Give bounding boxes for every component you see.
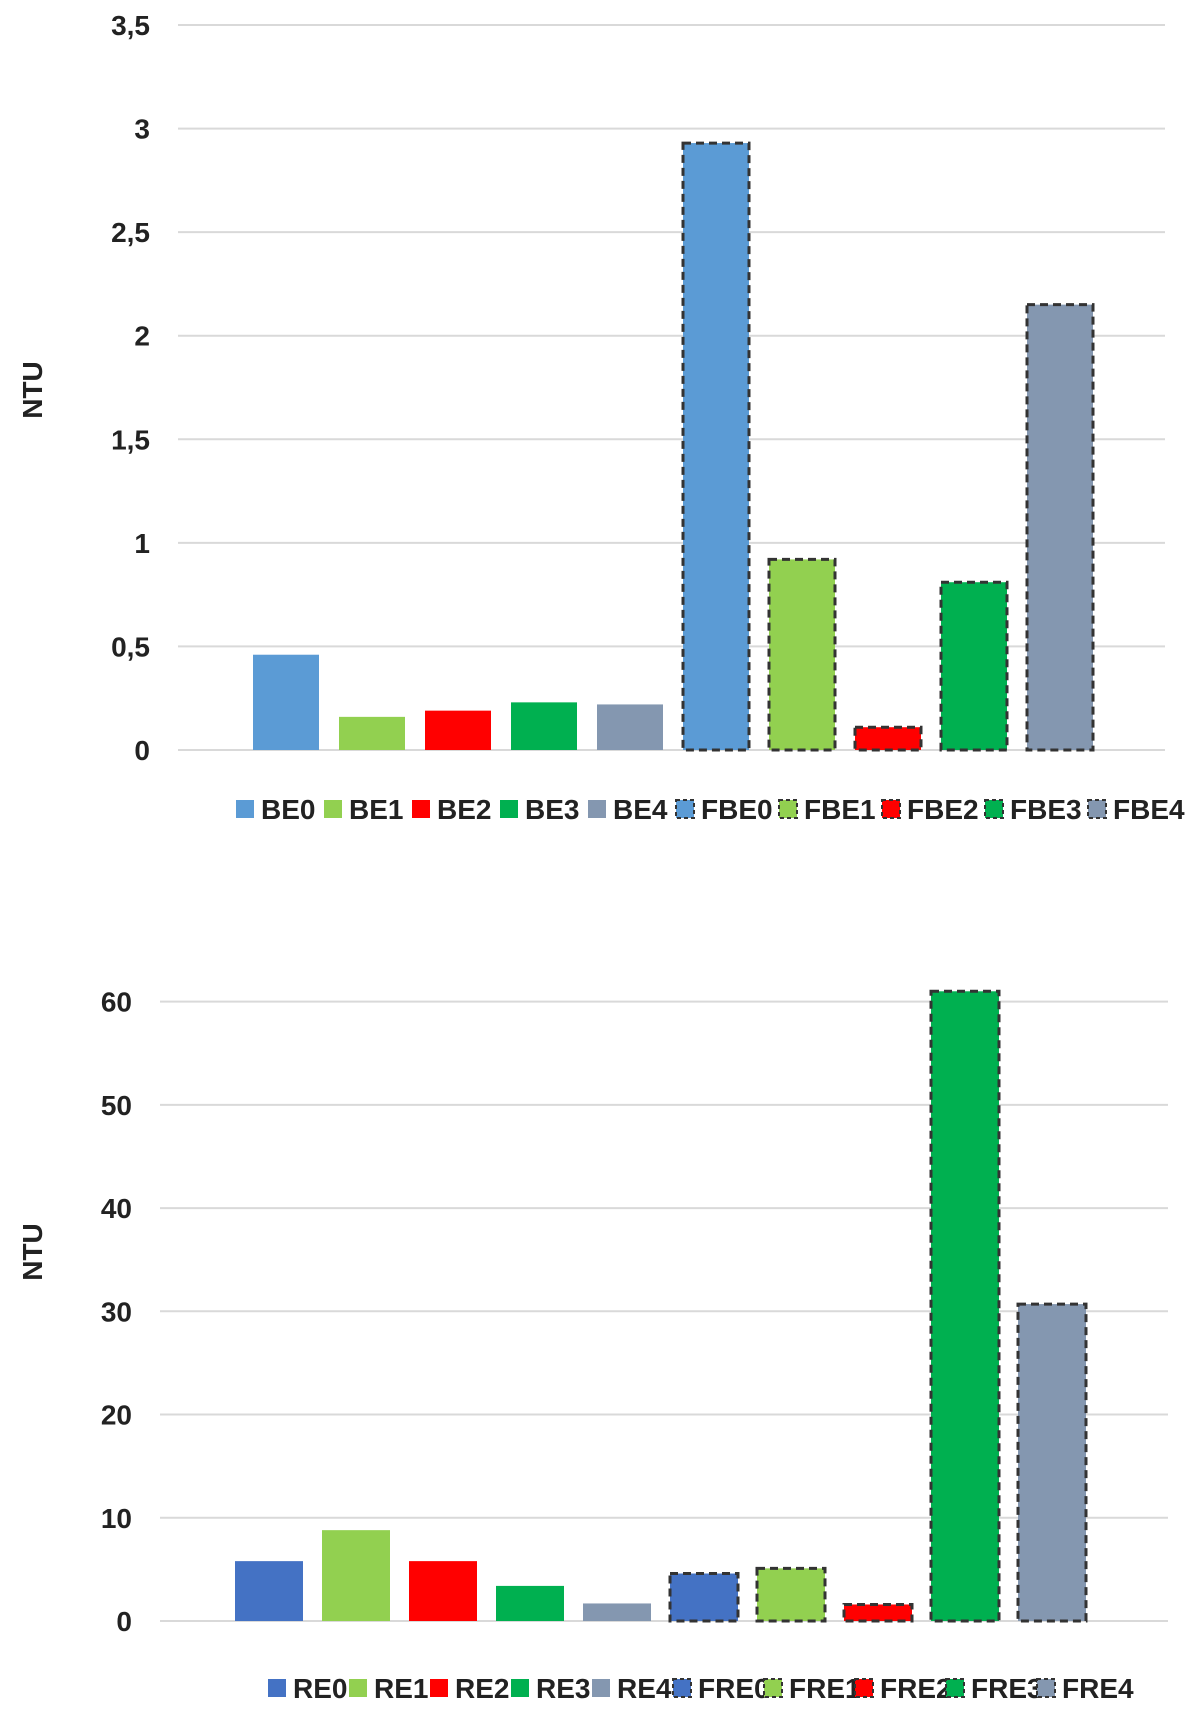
ntu-bar-chart-bottom: 0 10 20 30 40 50 60 NTU RE0 RE1 RE2 RE3 RE4 FRE0 FRE1 F… (0, 900, 1200, 1717)
bar-fbe1 (767, 557, 837, 752)
legend-label-be3: BE3 (525, 794, 579, 825)
ntu-bar-chart-top: 0 0,5 1 1,5 2 2,5 3 3,5 NTU BE0 BE1 BE2 BE3 BE4 FBE0 FB… (0, 0, 1200, 850)
legend-label-fre2: FRE2 (880, 1673, 952, 1704)
bar-fre2 (842, 1602, 914, 1623)
legend-label-be0: BE0 (261, 794, 315, 825)
y-tick-label: 40 (101, 1193, 132, 1224)
bar-be1 (339, 716, 405, 750)
y-tick-label: 0 (134, 735, 150, 766)
legend-swatch-fbe2 (881, 799, 901, 819)
legend-swatch-fbe0 (675, 799, 695, 819)
legend-label-fbe2: FBE2 (907, 794, 979, 825)
bar-be0 (253, 654, 319, 750)
legend-label-fbe0: FBE0 (701, 794, 773, 825)
legend-swatch-re1 (349, 1679, 367, 1697)
bar-re1 (322, 1530, 390, 1621)
bar-re0 (235, 1561, 303, 1621)
legend-swatch-be4 (588, 800, 606, 818)
legend-label-re0: RE0 (293, 1673, 347, 1704)
y-tick-label: 3 (134, 114, 150, 145)
y-tick-label: 1,5 (111, 424, 150, 455)
legend-label-re4: RE4 (617, 1673, 672, 1704)
legend-label-fbe3: FBE3 (1010, 794, 1082, 825)
chart-bottom-svg: 0 10 20 30 40 50 60 NTU RE0 RE1 RE2 RE3 RE4 FRE0 FRE1 F… (17, 987, 1168, 1704)
legend-label-be2: BE2 (437, 794, 491, 825)
y-tick-label: 50 (101, 1090, 132, 1121)
bar-fbe0 (681, 141, 751, 752)
bar-re3 (496, 1585, 564, 1621)
legend-swatch-re3 (511, 1679, 529, 1697)
legend-swatch-re4 (592, 1679, 610, 1697)
legend-swatch-be0 (236, 800, 254, 818)
legend-label-fre4: FRE4 (1062, 1673, 1134, 1704)
chart-top-svg: 0 0,5 1 1,5 2 2,5 3 3,5 NTU BE0 BE1 BE2 BE3 BE4 FBE0 FB… (17, 10, 1185, 825)
legend-label-fbe1: FBE1 (804, 794, 876, 825)
legend-label-re1: RE1 (374, 1673, 428, 1704)
legend-label-be4: BE4 (613, 794, 668, 825)
legend-label-re2: RE2 (455, 1673, 509, 1704)
legend-swatch-fre0 (672, 1678, 692, 1698)
legend-label-fre1: FRE1 (789, 1673, 861, 1704)
y-tick-label: 10 (101, 1503, 132, 1534)
legend-swatch-fre4 (1036, 1678, 1056, 1698)
y-tick-label: 20 (101, 1400, 132, 1431)
y-tick-label: 30 (101, 1296, 132, 1327)
bar-be4 (597, 704, 663, 750)
y-axis-label: NTU (17, 1223, 48, 1281)
y-tick-label: 2,5 (111, 217, 150, 248)
bar-fbe2 (853, 725, 923, 752)
bar-be3 (511, 702, 577, 750)
y-tick-label: 2 (134, 321, 150, 352)
bar-fbe4 (1025, 303, 1095, 752)
legend-label-fbe4: FBE4 (1113, 794, 1185, 825)
y-tick-label: 0,5 (111, 631, 150, 662)
bar-re2 (409, 1561, 477, 1621)
bar-fre1 (755, 1566, 827, 1623)
bar-fre4 (1016, 1302, 1088, 1623)
legend-swatch-re2 (430, 1679, 448, 1697)
legend-label-re3: RE3 (536, 1673, 590, 1704)
y-axis-label: NTU (17, 361, 48, 419)
bar-be2 (425, 710, 491, 750)
bar-fre3 (929, 989, 1001, 1623)
legend-swatch-fre2 (854, 1678, 874, 1698)
bar-re4 (583, 1603, 651, 1621)
legend-label-fre0: FRE0 (698, 1673, 770, 1704)
y-tick-label: 1 (134, 528, 150, 559)
legend-swatch-fre3 (945, 1678, 965, 1698)
legend-swatch-be1 (324, 800, 342, 818)
y-tick-label: 0 (116, 1606, 132, 1637)
legend-swatch-re0 (268, 1679, 286, 1697)
y-tick-label: 3,5 (111, 10, 150, 41)
y-tick-label: 60 (101, 987, 132, 1018)
bar-fre0 (668, 1572, 740, 1623)
legend-swatch-fbe3 (984, 799, 1004, 819)
legend-swatch-fbe1 (778, 799, 798, 819)
legend-swatch-fbe4 (1087, 799, 1107, 819)
legend-swatch-be3 (500, 800, 518, 818)
bar-fbe3 (939, 580, 1009, 752)
legend-label-be1: BE1 (349, 794, 403, 825)
legend-label-fre3: FRE3 (971, 1673, 1043, 1704)
legend-swatch-be2 (412, 800, 430, 818)
legend-swatch-fre1 (763, 1678, 783, 1698)
